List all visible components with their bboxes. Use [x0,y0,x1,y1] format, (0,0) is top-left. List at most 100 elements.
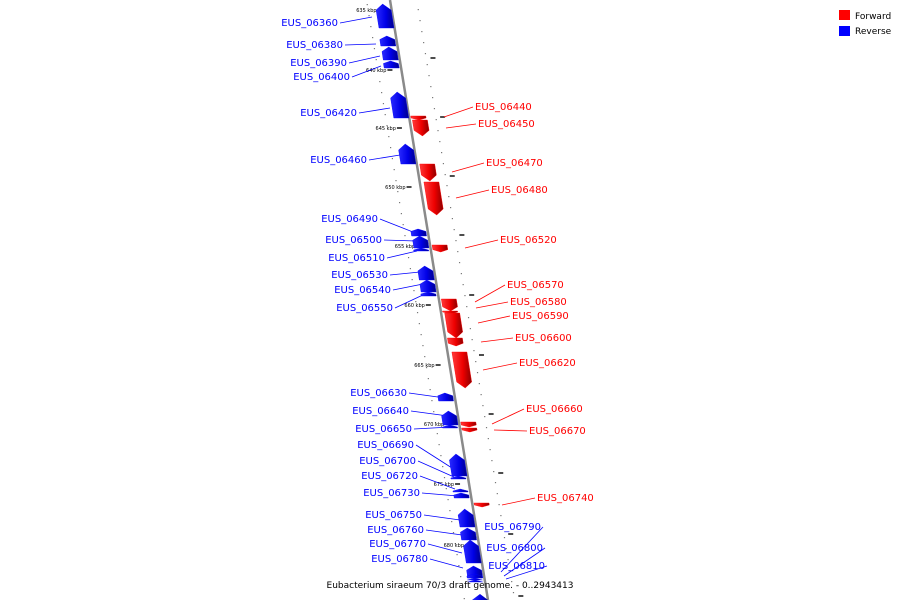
gene-label[interactable]: EUS_06810 [488,561,545,572]
label-leader [379,218,414,233]
gene-label[interactable]: EUS_06580 [510,297,567,308]
gene-label[interactable]: EUS_06360 [281,18,338,29]
gene-label[interactable]: EUS_06440 [475,102,532,113]
gene-label[interactable]: EUS_06500 [325,235,382,246]
gene-label[interactable]: EUS_06520 [500,235,557,246]
label-leader [480,337,514,343]
label-leader [421,492,459,497]
label-leader [429,558,464,569]
gene-feature[interactable] [383,60,400,69]
gene-label[interactable]: EUS_06600 [515,333,572,344]
gene-label[interactable]: EUS_06380 [286,40,343,51]
gene-feature[interactable] [390,91,410,119]
gene-label[interactable]: EUS_06480 [491,185,548,196]
gene-label[interactable]: EUS_06530 [331,270,388,281]
gene-feature[interactable] [375,3,395,29]
label-leader [464,239,499,249]
gene-feature[interactable] [412,235,430,249]
label-leader [501,497,536,506]
gene-label[interactable]: EUS_06700 [359,456,416,467]
gene-label[interactable]: EUS_06400 [293,72,350,83]
gene-label[interactable]: EUS_06450 [478,119,535,130]
gene-feature[interactable] [419,279,437,293]
label-leader [505,565,548,580]
gene-feature[interactable] [437,392,454,402]
label-leader [368,154,401,161]
gene-label[interactable]: EUS_06800 [486,543,543,554]
gene-feature[interactable] [460,421,477,428]
gene-feature[interactable] [420,291,437,297]
gene-feature[interactable] [449,453,468,477]
gene-label[interactable]: EUS_06790 [484,522,541,533]
gene-label[interactable]: EUS_06760 [367,525,424,536]
gene-feature[interactable] [441,410,459,426]
gene-label[interactable]: EUS_06720 [361,471,418,482]
gene-feature[interactable] [410,228,427,237]
label-leaders [339,16,548,580]
gene-feature[interactable] [442,424,458,429]
gene-feature[interactable] [419,163,437,182]
gene-feature[interactable] [431,244,449,253]
gene-label[interactable]: EUS_06780 [371,554,428,565]
gene-label[interactable]: EUS_06490 [321,214,378,225]
label-leader [477,315,511,324]
gene-feature[interactable] [451,351,472,389]
gene-label[interactable]: EUS_06570 [507,280,564,291]
label-leader [427,543,463,554]
gene-feature[interactable] [447,337,464,347]
gene-feature[interactable] [444,312,463,339]
label-leader [503,547,546,577]
gene-label[interactable]: EUS_06510 [328,253,385,264]
gene-label[interactable]: EUS_06650 [355,424,412,435]
gene-label[interactable]: EUS_06470 [486,158,543,169]
gene-feature[interactable] [381,46,399,61]
gene-feature[interactable] [379,35,397,47]
gene-label[interactable]: EUS_06590 [512,311,569,322]
gene-feature[interactable] [417,265,435,281]
gene-label[interactable]: EUS_06460 [310,155,367,166]
gene-label[interactable]: EUS_06540 [334,285,391,296]
gene-label[interactable]: EUS_06690 [357,440,414,451]
gene-label[interactable]: EUS_06740 [537,493,594,504]
gene-feature[interactable] [473,502,490,508]
legend-forward-label: Forward [855,12,891,22]
gene-label[interactable]: EUS_06660 [526,404,583,415]
gene-feature[interactable] [413,247,429,252]
gene-feature[interactable] [472,594,488,600]
label-leader [482,362,518,371]
label-leader [392,283,424,291]
caption: Eubacterium siraeum 70/3 draft genome. -… [327,581,574,591]
gene-feature[interactable] [453,492,470,499]
label-leader [351,65,382,78]
gene-feature[interactable] [460,527,477,541]
gene-label[interactable]: EUS_06630 [350,388,407,399]
tick-label: 680 kbp [444,543,464,549]
gene-feature[interactable] [461,427,478,433]
gene-feature[interactable] [410,115,427,121]
gene-label[interactable]: EUS_06670 [529,426,586,437]
gene-feature[interactable] [412,119,430,137]
gene-label[interactable]: EUS_06420 [300,108,357,119]
label-leader [491,408,525,425]
gene-feature[interactable] [450,475,467,480]
label-leader [415,444,453,469]
gene-feature[interactable] [463,539,482,564]
gene-label[interactable]: EUS_06640 [352,406,409,417]
label-leader [417,460,455,478]
gene-feature[interactable] [398,143,417,165]
gene-label[interactable]: EUS_06730 [363,488,420,499]
label-leader [339,16,373,24]
tick-label: 635 kbp [356,8,376,14]
gene-label[interactable]: EUS_06550 [336,303,393,314]
gene-feature[interactable] [467,577,483,581]
gene-feature[interactable] [467,579,483,583]
gene-label[interactable]: EUS_06620 [519,358,576,369]
gene-label[interactable]: EUS_06770 [369,539,426,550]
gene-feature[interactable] [423,181,444,216]
gene-label[interactable]: EUS_06750 [365,510,422,521]
label-leader [394,293,426,309]
gene-feature[interactable] [457,508,476,528]
gene-label[interactable]: EUS_06390 [290,58,347,69]
gene-feature[interactable] [441,298,458,312]
gene-feature[interactable] [452,488,469,493]
